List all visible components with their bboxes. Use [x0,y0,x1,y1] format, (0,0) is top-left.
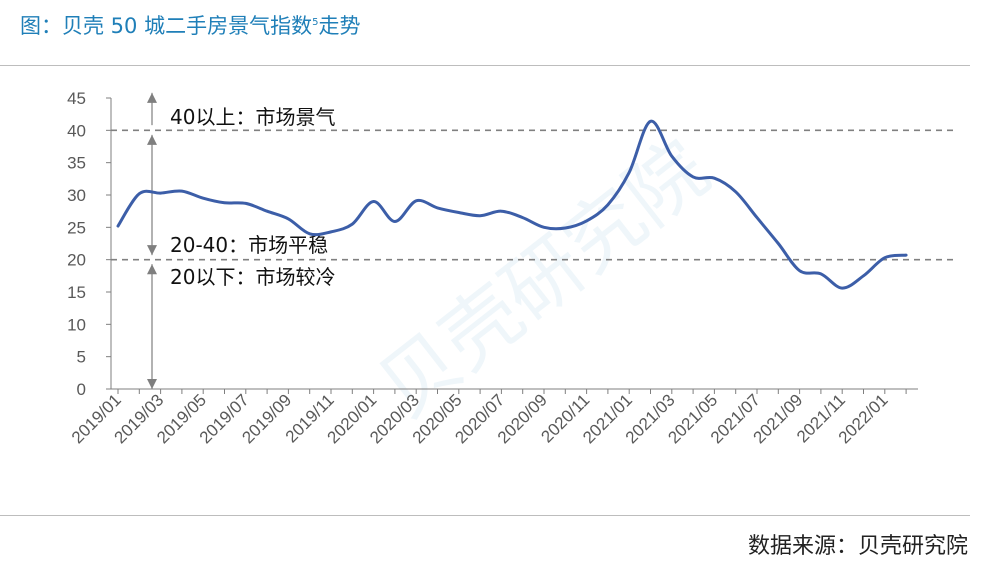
data-point [798,269,802,273]
data-point [223,201,227,205]
arrow-head-up [147,264,157,275]
data-point [542,225,546,229]
arrow-head-up [147,92,157,103]
y-tick-label: 25 [67,218,86,237]
data-point [329,230,333,234]
top-divider [0,65,970,66]
source-note: 数据来源：贝壳研究院 [747,534,968,559]
y-tick-label: 5 [77,348,86,367]
data-point [606,203,610,207]
data-point [670,154,674,158]
data-point [137,192,141,196]
data-point [883,256,887,260]
data-point [904,253,908,257]
data-point [521,216,525,220]
data-point [436,206,440,210]
chart-title: 图：贝壳 50 城二手房景气指数5走势 [20,14,361,38]
data-point [116,224,120,228]
y-tick-label: 15 [67,283,86,302]
y-tick-label: 40 [67,121,86,140]
arrow-head-down [147,379,157,389]
y-tick-label: 35 [67,154,86,173]
data-point [308,232,312,236]
data-point [159,191,163,195]
data-point [776,242,780,246]
data-point [499,209,503,213]
y-tick-label: 20 [67,251,86,270]
bottom-divider [0,515,970,516]
data-point [265,209,269,213]
data-point [478,214,482,218]
y-tick-label: 0 [77,380,86,399]
series-line-0 [116,119,908,290]
data-point [201,196,205,200]
data-point [712,176,716,180]
y-tick-label: 45 [67,89,86,108]
data-point [862,274,866,278]
data-point [585,219,589,223]
data-point [563,226,567,230]
data-point [840,286,844,290]
data-point [691,175,695,179]
data-point [819,272,823,276]
range-annotation: 40以上：市场景气 [170,105,335,129]
range-annotation: 20以下：市场较冷 [170,265,335,289]
data-point [180,189,184,193]
data-point [734,190,738,194]
y-tick-label: 10 [67,315,86,334]
watermark-text: 贝壳研究院 [363,124,726,435]
data-point [244,201,248,205]
data-point [414,199,418,203]
arrow-head-down [147,245,157,256]
data-point [350,222,354,226]
data-point [393,220,397,224]
data-point [649,119,653,123]
data-point [286,217,290,221]
data-point [457,210,461,214]
data-point [372,199,376,203]
data-point [755,216,759,220]
y-tick-label: 30 [67,186,86,205]
range-annotation: 20-40：市场平稳 [170,233,328,257]
data-point [627,170,631,174]
arrow-head-up [147,134,157,145]
